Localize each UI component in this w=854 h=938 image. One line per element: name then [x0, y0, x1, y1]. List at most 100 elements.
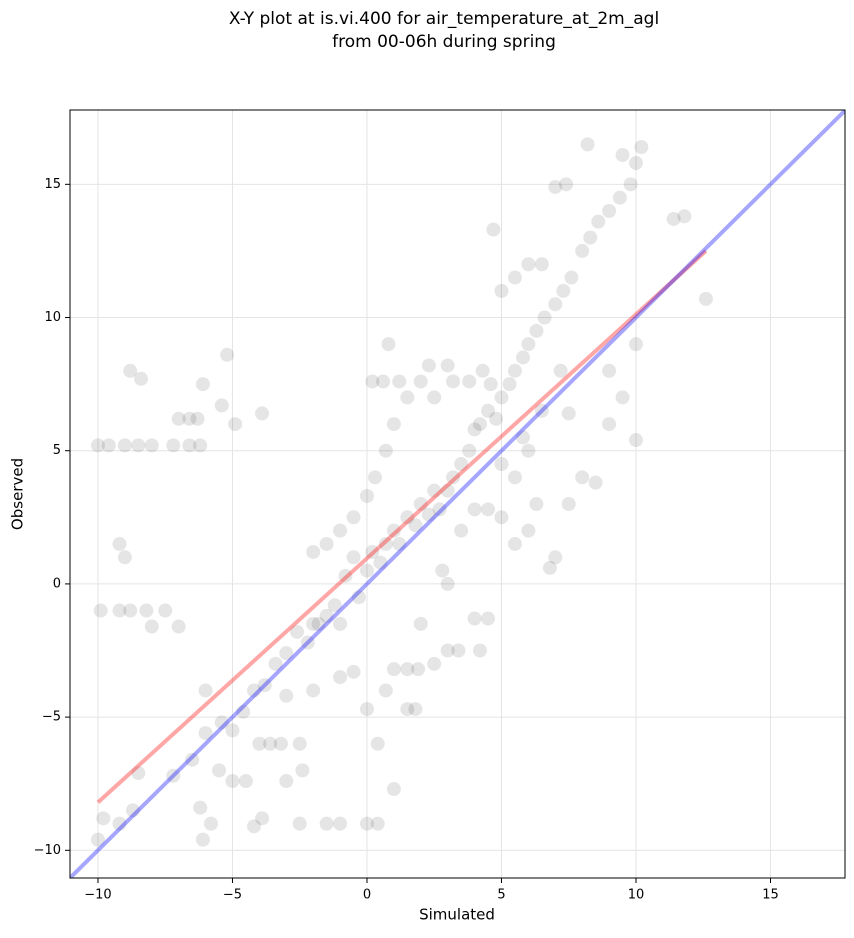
- point: [195, 377, 210, 392]
- point: [112, 536, 127, 551]
- point: [400, 510, 415, 525]
- point: [481, 403, 496, 418]
- point: [90, 832, 105, 847]
- point: [279, 688, 294, 703]
- point: [386, 523, 401, 538]
- point: [255, 406, 270, 421]
- point: [494, 510, 509, 525]
- point: [292, 816, 307, 831]
- ticks: −10 −5 0 5 10 15 −10 −5 0 5 10 15: [34, 177, 779, 903]
- point: [623, 177, 638, 192]
- fit-line: [96, 249, 708, 804]
- point: [319, 608, 334, 623]
- point: [327, 598, 342, 613]
- point: [346, 510, 361, 525]
- point: [373, 555, 388, 570]
- point: [125, 803, 140, 818]
- point: [521, 337, 536, 352]
- point: [203, 816, 218, 831]
- point: [171, 619, 186, 634]
- y-tick-label: −10: [34, 843, 61, 858]
- point: [537, 310, 552, 325]
- point: [494, 457, 509, 472]
- point: [413, 496, 428, 511]
- point: [507, 536, 522, 551]
- point: [588, 475, 603, 490]
- x-tick-label: −10: [84, 888, 111, 903]
- point: [440, 576, 455, 591]
- point: [368, 470, 383, 485]
- point: [273, 736, 288, 751]
- point: [333, 616, 348, 631]
- point: [602, 363, 617, 378]
- point: [392, 374, 407, 389]
- point: [481, 502, 496, 517]
- point: [311, 616, 326, 631]
- point: [472, 417, 487, 432]
- point: [602, 203, 617, 218]
- y-tick-label: 10: [44, 310, 61, 325]
- point: [112, 816, 127, 831]
- point: [96, 811, 111, 826]
- point: [421, 358, 436, 373]
- point: [408, 702, 423, 717]
- point: [467, 611, 482, 626]
- point: [198, 726, 213, 741]
- y-tick-label: 0: [53, 576, 61, 591]
- point: [263, 736, 278, 751]
- y-tick-label: 15: [44, 177, 61, 192]
- point: [553, 363, 568, 378]
- point: [446, 374, 461, 389]
- point: [378, 683, 393, 698]
- point: [516, 430, 531, 445]
- point: [198, 683, 213, 698]
- point: [411, 662, 426, 677]
- point: [421, 507, 436, 522]
- point: [225, 723, 240, 738]
- point: [112, 603, 127, 618]
- point: [195, 832, 210, 847]
- point: [279, 646, 294, 661]
- point: [580, 137, 595, 152]
- point: [481, 611, 496, 626]
- point: [295, 763, 310, 778]
- point: [290, 624, 305, 639]
- point: [386, 662, 401, 677]
- point: [454, 457, 469, 472]
- point: [257, 678, 272, 693]
- point: [306, 616, 321, 631]
- point: [212, 763, 227, 778]
- point: [268, 656, 283, 671]
- point: [392, 536, 407, 551]
- point: [376, 374, 391, 389]
- point: [158, 603, 173, 618]
- point: [279, 774, 294, 789]
- point: [365, 544, 380, 559]
- point: [101, 438, 116, 453]
- point: [507, 270, 522, 285]
- point: [521, 443, 536, 458]
- point: [561, 496, 576, 511]
- point: [306, 544, 321, 559]
- chart-title: from 00-06h during spring: [332, 32, 556, 52]
- point: [246, 819, 261, 834]
- plot-area: [70, 110, 845, 878]
- point: [521, 257, 536, 272]
- x-tick-label: 0: [363, 888, 371, 903]
- y-tick-label: 5: [53, 443, 61, 458]
- point: [432, 502, 447, 517]
- point: [346, 550, 361, 565]
- point: [529, 496, 544, 511]
- point: [185, 752, 200, 767]
- point: [446, 470, 461, 485]
- point: [346, 664, 361, 679]
- point: [386, 417, 401, 432]
- point: [548, 179, 563, 194]
- point: [166, 768, 181, 783]
- x-tick-label: 15: [762, 888, 779, 903]
- point: [381, 337, 396, 352]
- point: [166, 438, 181, 453]
- point: [628, 156, 643, 171]
- x-axis-label: Simulated: [419, 906, 495, 924]
- point: [171, 411, 186, 426]
